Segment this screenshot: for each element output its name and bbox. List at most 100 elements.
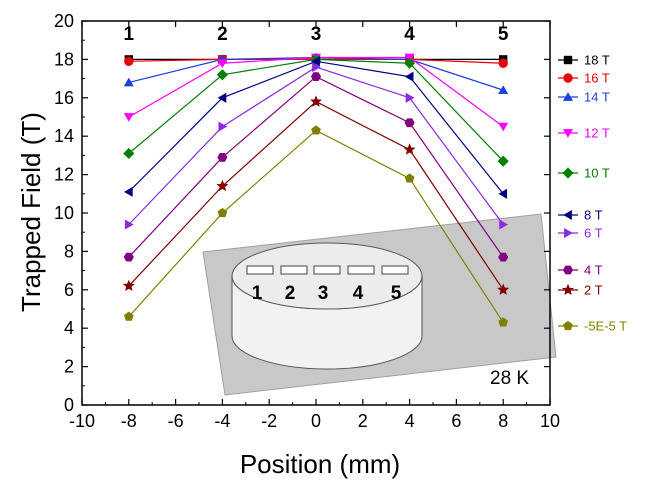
temperature-annotation: 28 K	[490, 368, 529, 389]
legend-label: 8 T	[584, 208, 603, 223]
y-tick-label: 6	[64, 280, 74, 300]
series-2-T	[122, 95, 510, 295]
legend-marker	[563, 55, 573, 65]
data-point	[497, 283, 510, 295]
data-point	[218, 121, 228, 132]
y-tick-label: 10	[54, 203, 74, 223]
x-tick-label: -4	[214, 411, 230, 431]
y-tick-label: 8	[64, 241, 74, 261]
series-6-T	[124, 62, 509, 230]
data-point	[216, 69, 228, 81]
data-point	[123, 311, 134, 321]
data-point	[123, 113, 134, 122]
data-point	[404, 173, 415, 183]
data-point	[122, 279, 135, 292]
legend-label: 14 T	[584, 90, 610, 105]
legend-marker	[563, 209, 572, 221]
x-tick-label: 4	[405, 411, 415, 431]
x-tick-label: 0	[311, 411, 321, 431]
data-point	[123, 77, 134, 87]
data-point	[498, 85, 509, 95]
series-4-T	[123, 72, 509, 262]
legend-marker	[563, 73, 573, 83]
inset-label-1: 1	[252, 283, 263, 304]
legend-item: 8 T	[558, 208, 603, 223]
data-point	[123, 186, 133, 197]
data-point	[217, 59, 228, 69]
data-point	[310, 95, 322, 107]
y-tick-label: 16	[54, 88, 74, 108]
legend-marker	[562, 283, 574, 296]
legend-label: 12 T	[584, 126, 610, 141]
data-point	[123, 147, 135, 160]
data-point	[498, 252, 509, 262]
x-tick-label: -6	[168, 411, 184, 431]
position-label-1: 1	[124, 24, 135, 45]
inset-label-2: 2	[285, 283, 296, 304]
legend-marker	[562, 167, 574, 179]
legend-item: 12 T	[558, 126, 610, 141]
data-point	[498, 188, 508, 199]
series-5E-5-T	[123, 125, 509, 327]
position-label-4: 4	[404, 24, 415, 45]
data-point	[217, 207, 228, 218]
series-line	[128, 66, 504, 225]
data-point	[404, 71, 414, 82]
x-tick-label: -8	[121, 411, 137, 431]
x-tick-label: -2	[261, 411, 277, 431]
data-point	[124, 219, 134, 230]
legend-item: 4 T	[558, 263, 603, 278]
legend-label: 2 T	[584, 283, 603, 298]
legend-item: 14 T	[558, 90, 610, 105]
x-tick-label: 10	[540, 411, 560, 431]
legend: 18 T 16 T 14 T 12 T 10 T 8 T 6 T 4 T 2 T -5E-5 T	[558, 53, 627, 334]
y-tick-label: 18	[54, 49, 74, 69]
y-tick-label: 2	[64, 357, 74, 377]
data-point	[497, 155, 509, 167]
data-point	[312, 62, 321, 73]
legend-item: 6 T	[558, 226, 603, 241]
data-point	[311, 125, 321, 135]
inset-label-3: 3	[318, 283, 329, 304]
legend-label: 16 T	[584, 71, 610, 86]
series-layer	[122, 52, 510, 327]
data-point	[310, 72, 322, 82]
data-point	[311, 56, 320, 67]
x-axis-title: Position (mm)	[240, 449, 400, 479]
position-label-3: 3	[311, 24, 322, 45]
legend-marker	[564, 227, 573, 239]
data-point	[123, 252, 134, 262]
legend-marker	[562, 92, 574, 101]
data-point	[405, 92, 415, 103]
legend-label: -5E-5 T	[584, 319, 627, 334]
inset-sample-illustration: 1 2 3 4 5	[202, 213, 557, 396]
position-label-5: 5	[498, 24, 509, 45]
x-tick-label: 2	[358, 411, 368, 431]
inset-label-4: 4	[353, 283, 364, 304]
data-point	[217, 152, 228, 162]
y-tick-label: 4	[64, 318, 74, 338]
y-tick-label: 0	[64, 395, 74, 415]
legend-label: 4 T	[584, 263, 603, 278]
legend-item: -5E-5 T	[558, 319, 627, 334]
legend-item: 16 T	[558, 71, 610, 86]
y-tick-label: 20	[54, 11, 74, 31]
y-tick-label: 14	[54, 126, 74, 146]
y-tick-label: 12	[54, 165, 74, 185]
legend-item: 18 T	[558, 53, 610, 68]
data-point	[498, 58, 508, 68]
data-point	[403, 143, 416, 155]
legend-item: 10 T	[558, 166, 610, 181]
legend-marker	[563, 320, 573, 331]
y-axis-title: Trapped Field (T)	[16, 112, 46, 312]
legend-label: 6 T	[584, 226, 603, 241]
data-point	[404, 57, 416, 69]
legend-label: 10 T	[584, 166, 610, 181]
x-tick-label: 6	[451, 411, 461, 431]
data-point	[499, 219, 509, 230]
data-point	[498, 122, 509, 132]
legend-item: 2 T	[558, 283, 603, 298]
legend-label: 18 T	[584, 53, 610, 68]
